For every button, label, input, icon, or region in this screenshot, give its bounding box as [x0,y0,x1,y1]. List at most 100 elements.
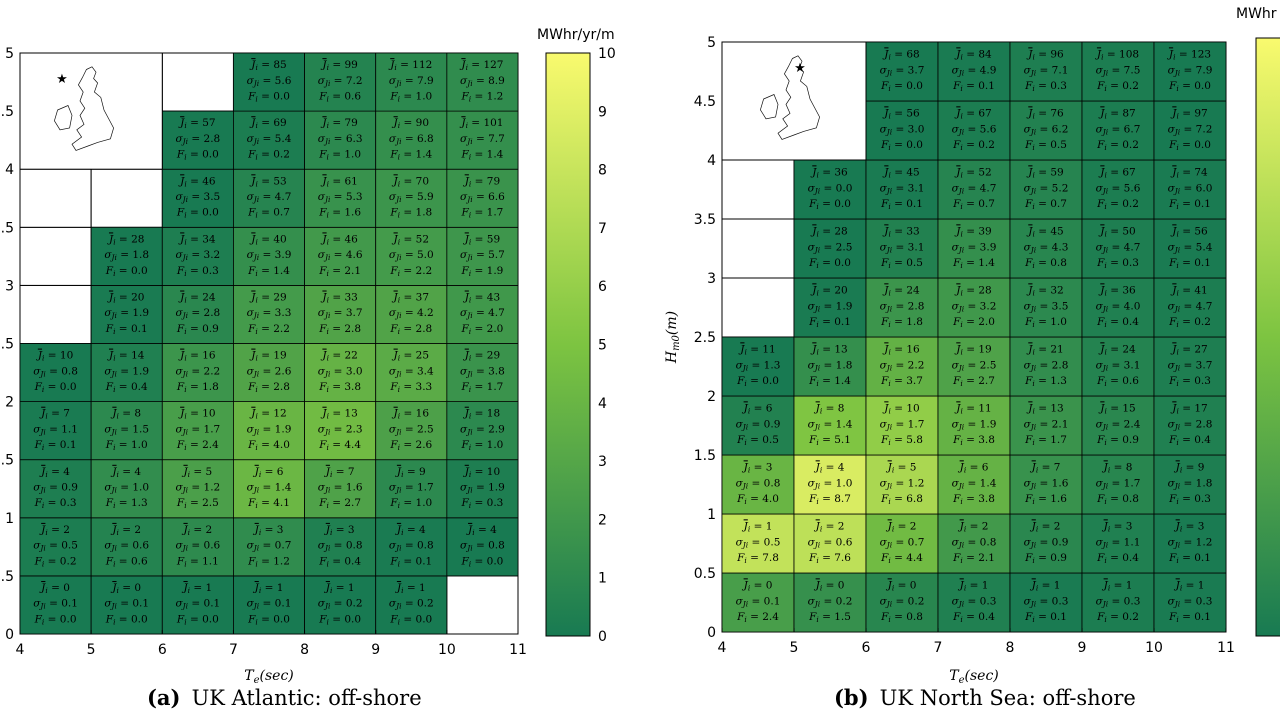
a-cell-mean-power: Ji = 101 [459,117,503,130]
a-cell-std-dev: σJi = 5.3 [318,191,363,204]
a-cell-mean-power: Ji = 112 [388,59,432,72]
a-cell-frequency: Fi = 1.0 [105,439,148,452]
a-cell-std-dev: σJi = 1.7 [175,423,220,436]
b-heatmap-cell: Ji = 32 σJi = 3.5 Fi = 1.0 [1009,277,1083,338]
a-cell-frequency: Fi = 1.2 [247,555,290,568]
b-cell-mean-power: Ji = 0 [886,579,917,592]
b-cell-frequency: Fi = 0.0 [808,257,851,270]
a-heatmap-cell: Ji = 4 σJi = 1.0 Fi = 1.3 [90,459,163,519]
b-heatmap-cell: Ji = 4 σJi = 1.0 Fi = 8.7 [793,454,867,515]
b-cell-mean-power: Ji = 3 [742,461,773,474]
b-cell-std-dev: σJi = 1.3 [736,359,781,372]
a-cell-std-dev: σJi = 8.9 [460,75,505,88]
b-cell-frequency: Fi = 0.3 [1024,80,1067,93]
b-cell-frequency: Fi = 0.1 [808,316,851,329]
b-cell-fill [865,336,939,397]
a-cell-frequency: Fi = 0.7 [247,207,290,220]
b-cell-fill [1153,454,1227,515]
b-cell-fill [865,395,939,456]
a-cell-std-dev: σJi = 7.9 [389,75,434,88]
b-heatmap-cell: Ji = 6 σJi = 0.9 Fi = 0.5 [721,395,795,456]
a-cell-std-dev: σJi = 3.2 [175,249,220,262]
a-heatmap-cell: Ji = 4 σJi = 0.9 Fi = 0.3 [19,459,92,519]
b-cell-std-dev: σJi = 0.8 [952,536,997,549]
a-cell-fill [446,343,519,402]
b-cell-frequency: Fi = 7.6 [808,552,851,565]
a-x-tick-label: 9 [371,642,380,658]
a-cell-frequency: Fi = 3.8 [318,381,361,394]
a-cell-mean-power: Ji = 10 [36,350,73,363]
a-y-tick-label: .5 [1,220,14,236]
b-cell-mean-power: Ji = 1 [742,520,773,533]
b-heatmap-cell: Ji = 13 σJi = 1.8 Fi = 1.4 [793,336,867,397]
b-cell-frequency: Fi = 0.7 [1024,198,1067,211]
b-cell-std-dev: σJi = 4.9 [952,64,997,77]
a-x-tick-label: 5 [87,642,96,658]
a-colorbar-tick-label: 5 [598,338,607,354]
b-cell-frequency: Fi = 0.0 [880,80,923,93]
b-cell-mean-power: Ji = 27 [1170,343,1207,356]
b-heatmap-cell: Ji = 16 σJi = 2.2 Fi = 3.7 [865,336,939,397]
a-cell-mean-power: Ji = 2 [181,524,212,537]
b-cell-fill [937,277,1011,338]
a-heatmap-cell: Ji = 6 σJi = 1.4 Fi = 4.1 [233,459,305,519]
a-heatmap-cell: Ji = 69 σJi = 5.4 Fi = 0.2 [233,110,305,170]
b-cell-std-dev: σJi = 5.2 [1024,182,1069,195]
b-cell-frequency: Fi = 0.9 [1024,552,1067,565]
b-cell-fill [1009,454,1083,515]
a-cell-frequency: Fi = 1.1 [176,555,219,568]
b-cell-mean-power: Ji = 11 [738,343,775,356]
b-cell-std-dev: σJi = 0.9 [1024,536,1069,549]
b-heatmap-cell: Ji = 68 σJi = 3.7 Fi = 0.0 [865,41,939,102]
b-empty-cell [721,277,795,338]
b-cell-mean-power: Ji = 45 [882,166,919,179]
a-cell-std-dev: σJi = 5.0 [389,249,434,262]
a-cell-std-dev: σJi = 1.7 [389,481,434,494]
b-heatmap-cell: Ji = 19 σJi = 2.5 Fi = 2.7 [937,336,1011,397]
b-heatmap-cell: Ji = 108 σJi = 7.5 Fi = 0.2 [1081,41,1155,102]
b-x-tick-label: 8 [1006,640,1015,656]
b-cell-mean-power: Ji = 1 [958,579,989,592]
b-heatmap-cell: Ji = 67 σJi = 5.6 Fi = 0.2 [1081,159,1155,220]
b-cell-fill [865,41,939,102]
b-ireland-outline [760,94,779,120]
b-cell-mean-power: Ji = 39 [954,225,991,238]
a-cell-std-dev: σJi = 0.1 [33,598,78,611]
a-heatmap-cell: Ji = 10 σJi = 0.8 Fi = 0.0 [19,343,92,402]
a-cell-std-dev: σJi = 1.8 [104,249,149,262]
a-cell-mean-power: Ji = 61 [320,175,357,188]
b-cell-frequency: Fi = 0.4 [1096,552,1139,565]
b-cell-mean-power: Ji = 67 [954,107,991,120]
b-cell-mean-power: Ji = 15 [1098,402,1135,415]
b-cell-frequency: Fi = 0.2 [1168,316,1211,329]
a-cell-frequency: Fi = 2.1 [318,265,361,278]
a-cell-frequency: Fi = 1.2 [460,90,503,103]
b-cell-std-dev: σJi = 3.9 [952,241,997,254]
a-cell-std-dev: σJi = 7.2 [318,75,363,88]
a-cell-std-dev: σJi = 0.1 [247,598,292,611]
b-heatmap-cell: Ji = 24 σJi = 3.1 Fi = 0.6 [1081,336,1155,397]
b-cell-std-dev: σJi = 3.1 [880,182,925,195]
b-heatmap-cell: Ji = 3 σJi = 0.8 Fi = 4.0 [721,454,795,515]
b-heatmap-cell: Ji = 84 σJi = 4.9 Fi = 0.1 [937,41,1011,102]
a-colorbar-tick-label: 2 [598,512,607,528]
a-cell-frequency: Fi = 0.2 [34,555,77,568]
b-cell-frequency: Fi = 5.8 [880,434,923,447]
a-cell-frequency: Fi = 2.2 [247,323,290,336]
a-cell-std-dev: σJi = 1.9 [104,365,149,378]
b-cell-std-dev: σJi = 1.9 [952,418,997,431]
a-cell-frequency: Fi = 0.0 [176,207,219,220]
b-cell-fill [1153,336,1227,397]
a-cell-mean-power: Ji = 46 [320,233,358,246]
b-cell-std-dev: σJi = 6.7 [1096,123,1141,136]
b-heatmap-cell: Ji = 6 σJi = 1.4 Fi = 3.8 [937,454,1011,515]
b-heatmap-cell: Ji = 8 σJi = 1.7 Fi = 0.8 [1081,454,1155,515]
a-cell-std-dev: σJi = 6.6 [460,191,505,204]
b-cell-std-dev: σJi = 5.6 [952,123,997,136]
a-heatmap-cell: Ji = 127 σJi = 8.9 Fi = 1.2 [446,52,519,112]
b-cell-std-dev: σJi = 6.0 [1168,182,1213,195]
caption-b-tag: (b) [834,685,869,710]
a-cell-fill [304,110,377,170]
b-cell-std-dev: σJi = 3.1 [880,241,925,254]
b-cell-frequency: Fi = 1.8 [880,316,923,329]
